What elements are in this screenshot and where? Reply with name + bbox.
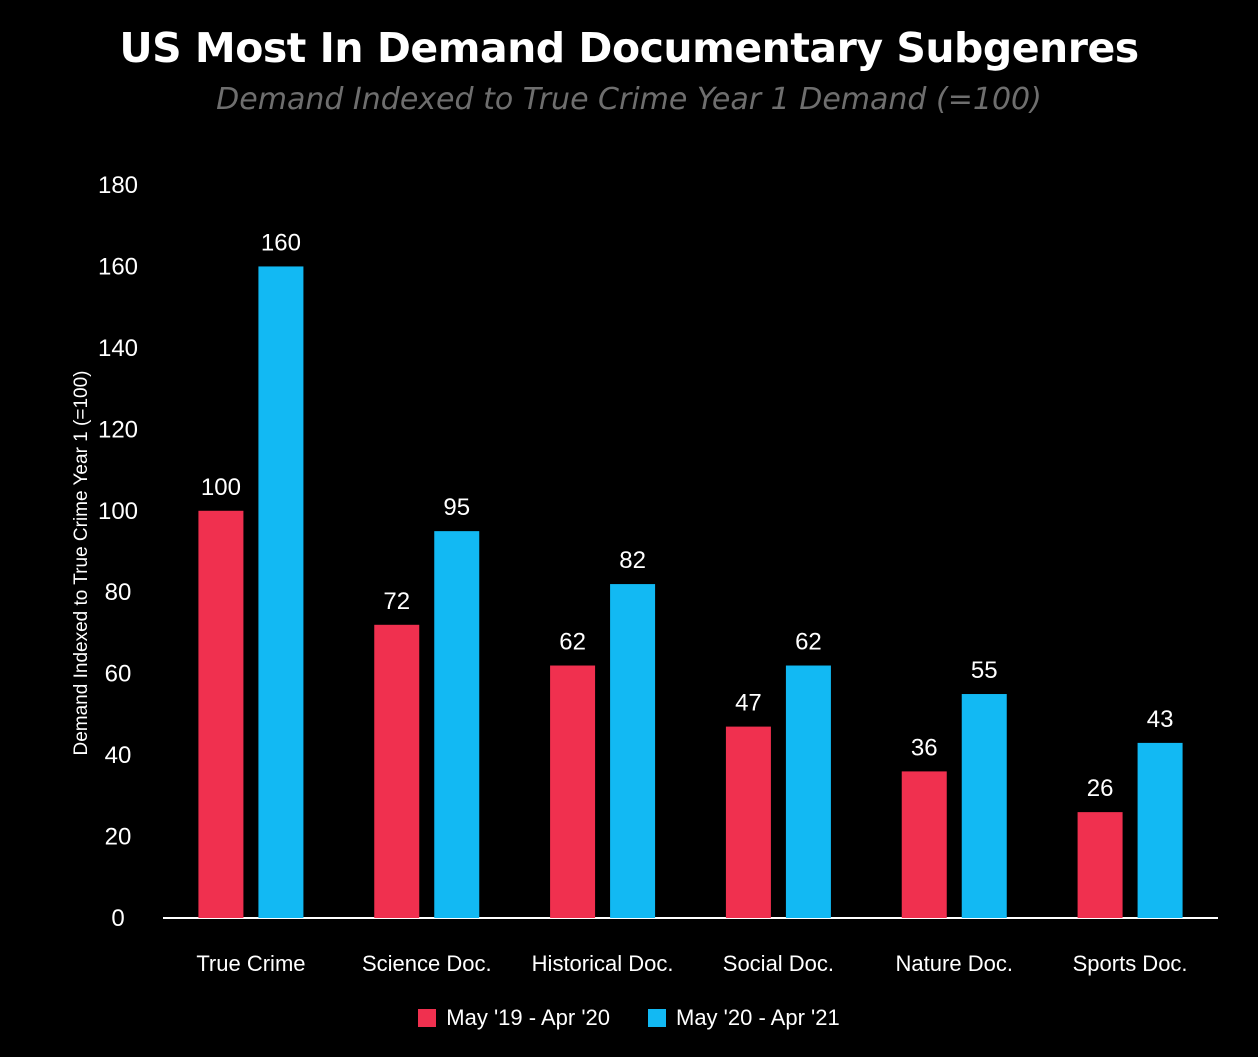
x-tick-label: Historical Doc. (532, 951, 674, 976)
data-label: 100 (201, 474, 241, 501)
y-tick-label: 160 (98, 253, 138, 280)
bar-series-2 (961, 694, 1007, 918)
x-tick-label: True Crime (196, 951, 305, 976)
data-label: 62 (795, 629, 822, 656)
y-tick-label: 40 (105, 742, 132, 769)
legend: May '19 - Apr '20 May '20 - Apr '21 (0, 1005, 1258, 1031)
bar-series-1 (1077, 812, 1123, 918)
x-tick-label: Sports Doc. (1073, 951, 1188, 976)
bar-series-1 (901, 771, 947, 918)
y-tick-label: 180 (98, 172, 138, 199)
bar-series-2 (610, 584, 656, 918)
legend-item-series-2: May '20 - Apr '21 (648, 1005, 840, 1031)
bar-series-2 (258, 266, 304, 918)
y-tick-label: 60 (105, 661, 132, 688)
data-label: 95 (443, 494, 470, 521)
data-label: 26 (1087, 775, 1114, 802)
bar-series-2 (1137, 742, 1183, 918)
legend-label-series-2: May '20 - Apr '21 (676, 1005, 840, 1030)
y-tick-label: 0 (111, 905, 124, 932)
data-label: 72 (383, 588, 410, 615)
data-label: 82 (619, 547, 646, 574)
chart-subtitle: Demand Indexed to True Crime Year 1 Dema… (216, 82, 1042, 117)
y-tick-label: 20 (105, 824, 132, 851)
y-tick-label: 100 (98, 498, 138, 525)
y-tick-label: 120 (98, 416, 138, 443)
bar-series-1 (550, 665, 596, 918)
y-tick-label: 140 (98, 335, 138, 362)
bar-series-2 (785, 665, 831, 918)
data-label: 160 (261, 229, 301, 256)
x-tick-label: Science Doc. (362, 951, 492, 976)
x-tick-label: Nature Doc. (896, 951, 1013, 976)
legend-swatch-series-2 (648, 1009, 666, 1027)
data-label: 62 (559, 629, 586, 656)
data-label: 55 (971, 657, 998, 684)
bar-series-1 (198, 510, 244, 918)
data-label: 43 (1147, 706, 1174, 733)
legend-swatch-series-1 (418, 1009, 437, 1027)
x-tick-label: Social Doc. (723, 951, 834, 976)
legend-label-series-1: May '19 - Apr '20 (446, 1005, 610, 1030)
bar-series-1 (374, 624, 420, 918)
y-tick-label: 80 (105, 579, 132, 606)
bar-series-2 (434, 531, 480, 918)
bar-series-1 (725, 726, 771, 918)
chart-title: US Most In Demand Documentary Subgenres (119, 24, 1139, 72)
legend-item-series-1: May '19 - Apr '20 (418, 1005, 610, 1031)
data-label: 36 (911, 734, 938, 761)
data-label: 47 (735, 690, 762, 717)
